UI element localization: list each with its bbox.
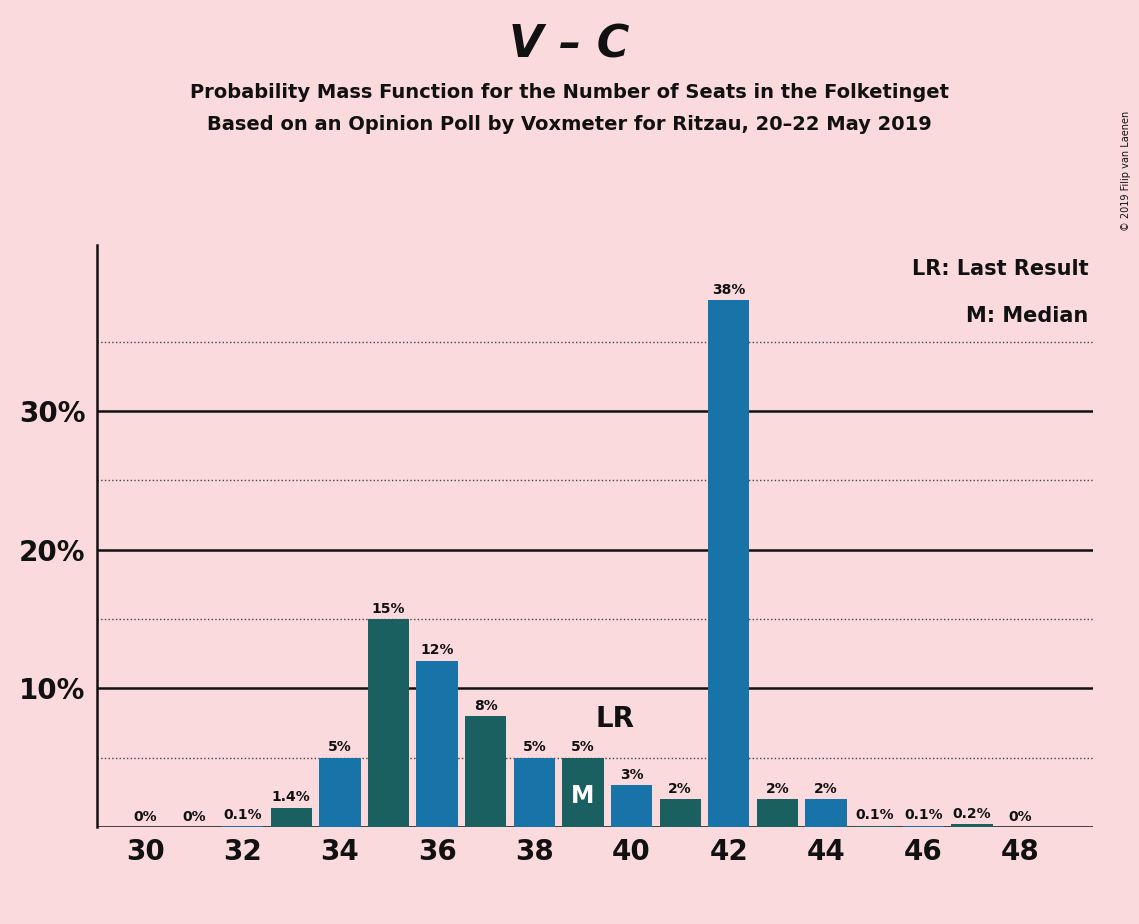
Text: 0%: 0% (1009, 809, 1032, 823)
Bar (563, 758, 604, 827)
Text: 1.4%: 1.4% (272, 790, 311, 804)
Text: 8%: 8% (474, 699, 498, 712)
Text: 3%: 3% (620, 768, 644, 782)
Text: Probability Mass Function for the Number of Seats in the Folketinget: Probability Mass Function for the Number… (190, 83, 949, 103)
Text: 5%: 5% (571, 740, 595, 754)
Text: © 2019 Filip van Laenen: © 2019 Filip van Laenen (1121, 111, 1131, 231)
Text: M: Median: M: Median (966, 306, 1089, 326)
Text: 5%: 5% (523, 740, 547, 754)
Text: 12%: 12% (420, 643, 453, 657)
Text: 0%: 0% (182, 809, 206, 823)
Bar (902, 826, 944, 827)
Text: 38%: 38% (712, 283, 746, 297)
Bar (319, 758, 361, 827)
Bar (854, 826, 895, 827)
Text: 15%: 15% (371, 602, 405, 615)
Text: 0%: 0% (133, 809, 157, 823)
Text: LR: LR (595, 705, 634, 733)
Text: Based on an Opinion Poll by Voxmeter for Ritzau, 20–22 May 2019: Based on an Opinion Poll by Voxmeter for… (207, 116, 932, 135)
Bar (951, 824, 992, 827)
Text: 2%: 2% (669, 782, 693, 796)
Text: 0.2%: 0.2% (952, 807, 991, 821)
Text: V – C: V – C (509, 23, 630, 67)
Bar (659, 799, 700, 827)
Text: LR: Last Result: LR: Last Result (912, 260, 1089, 279)
Bar (611, 785, 653, 827)
Bar (805, 799, 846, 827)
Text: 2%: 2% (814, 782, 838, 796)
Bar (271, 808, 312, 827)
Text: 2%: 2% (765, 782, 789, 796)
Text: 0.1%: 0.1% (223, 808, 262, 822)
Bar (756, 799, 798, 827)
Bar (368, 619, 409, 827)
Text: M: M (572, 784, 595, 808)
Bar (708, 300, 749, 827)
Text: 0.1%: 0.1% (904, 808, 943, 822)
Bar (222, 826, 263, 827)
Bar (514, 758, 555, 827)
Bar (417, 661, 458, 827)
Bar (465, 716, 507, 827)
Text: 5%: 5% (328, 740, 352, 754)
Text: 0.1%: 0.1% (855, 808, 894, 822)
